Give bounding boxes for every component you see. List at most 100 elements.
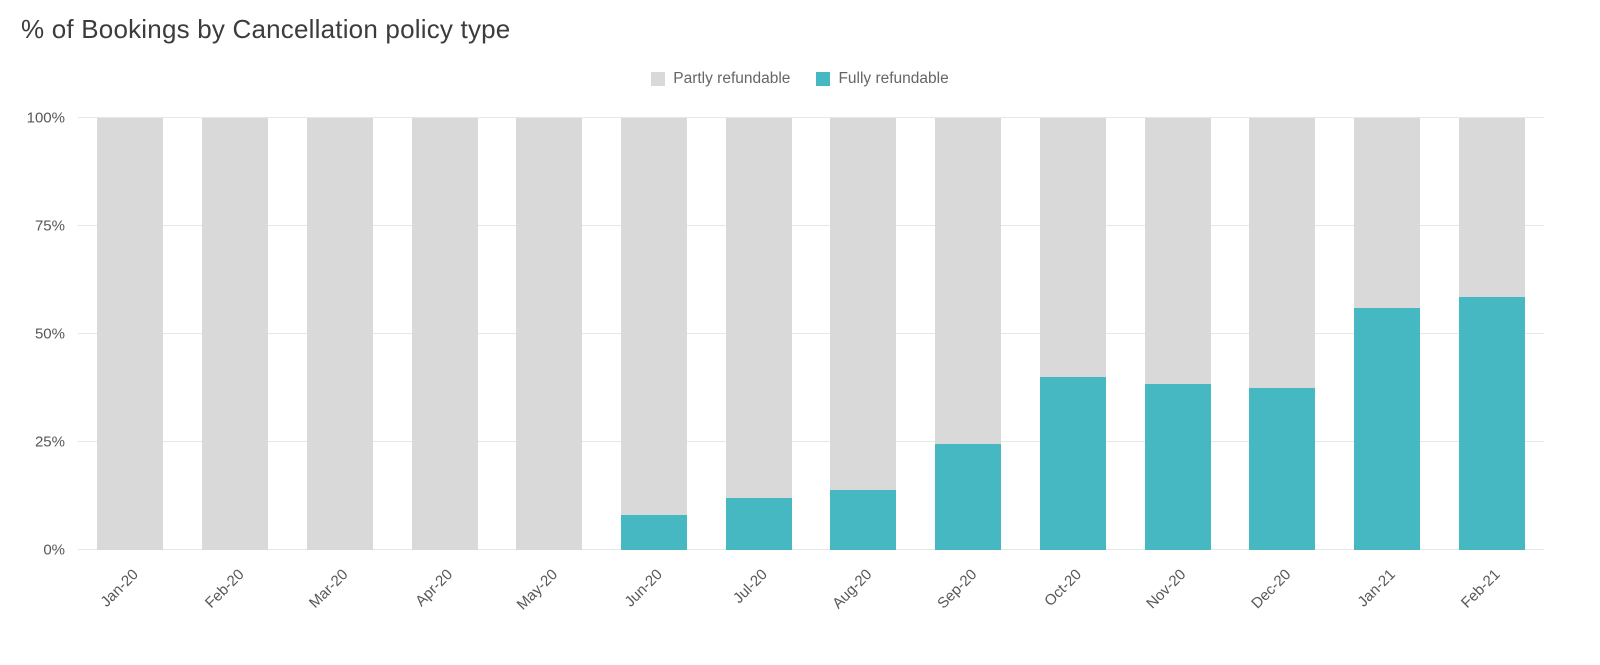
chart-title: % of Bookings by Cancellation policy typ…	[21, 14, 511, 44]
bar-segment-sep-20-partly-refundable[interactable]	[935, 118, 1002, 445]
x-tick-label-jan-21: Jan-21	[1354, 566, 1400, 611]
x-tick-label-mar-20: Mar-20	[306, 566, 352, 612]
bar-segment-jan-21-partly-refundable[interactable]	[1354, 118, 1420, 309]
bar-segment-dec-20-fully-refundable[interactable]	[1249, 388, 1316, 550]
bar-aug-20	[830, 118, 897, 550]
bar-slot-dec-20	[1230, 118, 1335, 550]
gridline-50	[78, 333, 1544, 334]
y-tick-label-100: 100%	[26, 109, 65, 127]
bar-segment-jan-20-partly-refundable[interactable]	[97, 118, 164, 550]
bar-segment-jan-21-fully-refundable[interactable]	[1354, 308, 1420, 550]
bar-slot-jul-20	[706, 118, 811, 550]
bar-segment-nov-20-partly-refundable[interactable]	[1144, 118, 1211, 384]
x-tick-label-may-20: May-20	[513, 566, 562, 614]
x-axis: Jan-20 Feb-20 Mar-20 Apr-20 May-20 Jun-20 Jul-…	[78, 552, 1544, 662]
bar-segment-feb-20-partly-refundable[interactable]	[202, 118, 269, 550]
x-slot-jun-20: Jun-20	[602, 552, 707, 662]
y-tick-label-0: 0%	[43, 541, 65, 559]
bar-slot-may-20	[497, 118, 602, 550]
bar-slot-jun-20	[602, 118, 707, 550]
x-slot-may-20: May-20	[497, 552, 602, 662]
x-tick-label-feb-20: Feb-20	[201, 566, 248, 612]
bar-jan-20	[97, 118, 164, 550]
bar-segment-may-20-partly-refundable[interactable]	[516, 118, 583, 550]
x-slot-feb-21: Feb-21	[1439, 552, 1544, 662]
x-tick-label-dec-20: Dec-20	[1248, 566, 1295, 613]
legend-swatch-partly-refundable	[651, 72, 666, 86]
x-tick-label-feb-21: Feb-21	[1458, 566, 1504, 612]
bar-nov-20	[1144, 118, 1211, 550]
bar-sep-20	[935, 118, 1002, 550]
bar-feb-21	[1458, 118, 1525, 550]
bar-segment-oct-20-partly-refundable[interactable]	[1039, 118, 1106, 378]
x-tick-label-apr-20: Apr-20	[412, 566, 457, 610]
bar-slot-aug-20	[811, 118, 916, 550]
bar-slot-apr-20	[392, 118, 497, 550]
bar-apr-20	[411, 118, 478, 550]
x-tick-label-jul-20: Jul-20	[729, 566, 771, 607]
legend-item-partly-refundable[interactable]: Partly refundable	[651, 70, 790, 88]
gridline-25	[78, 441, 1544, 442]
x-slot-jul-20: Jul-20	[706, 552, 811, 662]
x-slot-dec-20: Dec-20	[1230, 552, 1335, 662]
bar-segment-feb-21-fully-refundable[interactable]	[1458, 297, 1525, 550]
x-slot-jan-21: Jan-21	[1335, 552, 1440, 662]
gridline-0	[78, 549, 1544, 550]
x-slot-mar-20: Mar-20	[287, 552, 392, 662]
bar-segment-aug-20-fully-refundable[interactable]	[830, 489, 897, 550]
bar-segment-feb-21-partly-refundable[interactable]	[1458, 118, 1525, 298]
x-tick-label-nov-20: Nov-20	[1143, 566, 1190, 613]
x-tick-label-sep-20: Sep-20	[933, 566, 981, 613]
bar-mar-20	[306, 118, 373, 550]
bar-feb-20	[202, 118, 269, 550]
legend-swatch-fully-refundable	[816, 72, 831, 86]
bar-segment-jun-20-partly-refundable[interactable]	[620, 118, 687, 516]
x-slot-feb-20: Feb-20	[183, 552, 288, 662]
legend-label-fully-refundable: Fully refundable	[838, 70, 949, 87]
y-tick-label-25: 25%	[34, 433, 65, 451]
bar-segment-sep-20-fully-refundable[interactable]	[935, 444, 1002, 550]
bar-slot-sep-20	[916, 118, 1021, 550]
bar-jan-21	[1354, 118, 1420, 550]
x-slot-sep-20: Sep-20	[916, 552, 1021, 662]
bar-slot-feb-20	[183, 118, 288, 550]
y-tick-label-50: 50%	[34, 325, 65, 343]
bar-segment-nov-20-fully-refundable[interactable]	[1144, 383, 1211, 550]
y-tick-label-75: 75%	[34, 217, 65, 235]
bar-segment-jul-20-partly-refundable[interactable]	[725, 118, 792, 499]
x-slot-oct-20: Oct-20	[1020, 552, 1125, 662]
bar-slot-jan-20	[78, 118, 183, 550]
bar-segment-mar-20-partly-refundable[interactable]	[306, 118, 373, 550]
bar-segment-oct-20-fully-refundable[interactable]	[1039, 377, 1106, 550]
legend: Partly refundable Fully refundable	[0, 70, 1600, 88]
x-slot-aug-20: Aug-20	[811, 552, 916, 662]
plot-area: 0% 25% 50% 75% 100%	[27, 110, 1544, 559]
bar-slot-jan-21	[1335, 118, 1440, 550]
bar-segment-jul-20-fully-refundable[interactable]	[725, 498, 792, 550]
bar-slot-nov-20	[1125, 118, 1230, 550]
x-tick-label-aug-20: Aug-20	[829, 566, 876, 613]
bar-dec-20	[1249, 118, 1316, 550]
legend-item-fully-refundable[interactable]: Fully refundable	[816, 70, 949, 88]
bar-jun-20	[620, 118, 687, 550]
gridline-100	[78, 117, 1544, 118]
bar-segment-dec-20-partly-refundable[interactable]	[1249, 118, 1316, 388]
bar-segment-apr-20-partly-refundable[interactable]	[411, 118, 478, 550]
bar-jul-20	[725, 118, 792, 550]
bar-slot-mar-20	[287, 118, 392, 550]
bar-segment-jun-20-fully-refundable[interactable]	[620, 515, 687, 550]
x-slot-jan-20: Jan-20	[78, 552, 183, 662]
bar-segment-aug-20-partly-refundable[interactable]	[830, 118, 897, 490]
x-tick-label-jun-20: Jun-20	[621, 566, 666, 611]
x-tick-label-oct-20: Oct-20	[1040, 566, 1085, 610]
bar-slot-feb-21	[1439, 118, 1544, 550]
x-slot-nov-20: Nov-20	[1125, 552, 1230, 662]
bars-container	[78, 118, 1544, 550]
gridline-75	[78, 225, 1544, 226]
legend-label-partly-refundable: Partly refundable	[673, 70, 791, 87]
x-tick-label-jan-20: Jan-20	[97, 566, 143, 611]
bar-slot-oct-20	[1020, 118, 1125, 550]
x-slot-apr-20: Apr-20	[392, 552, 497, 662]
bar-may-20	[516, 118, 583, 550]
bar-oct-20	[1039, 118, 1106, 550]
